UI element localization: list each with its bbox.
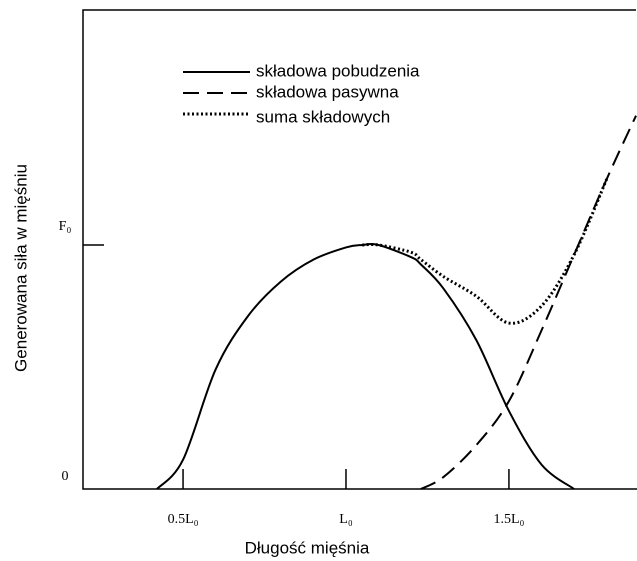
legend-label: suma składowych [256, 107, 390, 126]
plot-frame [82, 9, 637, 490]
x-tick-label: 1.5L₀ [493, 512, 524, 527]
series-line [156, 242, 575, 490]
legend-label: składowa pobudzenia [256, 61, 420, 80]
x-tick-label: 0.5L₀ [168, 512, 199, 527]
legend-label: składowa pasywna [256, 82, 399, 101]
series-line [362, 178, 609, 325]
x-tick-label: L₀ [339, 512, 353, 527]
x-axis-label: Długość mięśnia [245, 538, 370, 557]
y-tick-label: F₀ [59, 219, 72, 234]
y-tick-label: 0 [62, 469, 69, 484]
y-axis-label: Generowana siła w mięśniu [11, 164, 30, 372]
